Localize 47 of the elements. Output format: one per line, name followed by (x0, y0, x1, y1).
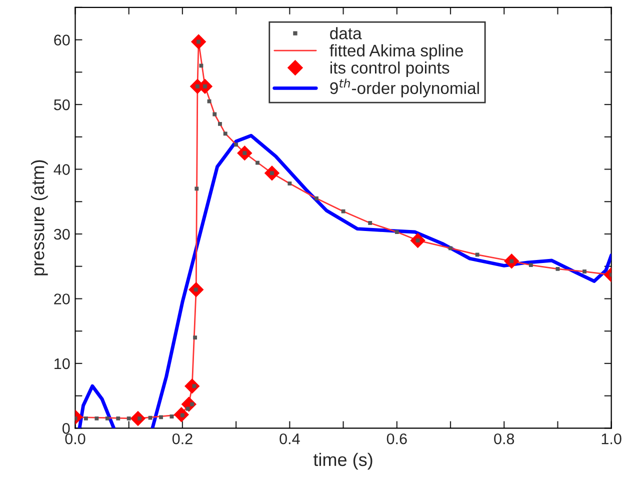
point (199, 64, 204, 68)
legend-label: fitted Akima spline (330, 44, 463, 60)
point (448, 246, 452, 250)
point (582, 270, 586, 274)
x-tick-label: 1.0 (602, 433, 622, 444)
x-tick-label: 0.8 (494, 433, 514, 444)
point (528, 263, 533, 268)
x-tick-label: 0.4 (280, 433, 300, 444)
point (256, 160, 260, 165)
y-axis-title: pressure (atm) (31, 160, 48, 276)
point (126, 416, 131, 420)
point (212, 112, 217, 116)
point (556, 266, 560, 271)
y-tick-label: 60 (54, 34, 70, 46)
point (194, 186, 199, 191)
y-tick-label: 50 (54, 99, 70, 110)
point (193, 336, 198, 340)
point (148, 416, 152, 420)
point (223, 132, 228, 136)
legend-label: 9$^{th}$-order polynomial (330, 78, 479, 98)
point (394, 230, 399, 234)
y-tick-label: 0 (62, 423, 70, 434)
point (368, 221, 372, 225)
legend-label: data (330, 27, 362, 40)
y-tick-label: 30 (54, 228, 70, 240)
point (186, 406, 190, 411)
x-tick-label: 0.2 (172, 433, 192, 444)
point (170, 414, 174, 418)
point (475, 252, 480, 257)
point (159, 415, 163, 420)
point (116, 416, 120, 420)
point (314, 196, 318, 200)
point (234, 142, 238, 147)
x-tick-label: 0.0 (65, 433, 86, 444)
point (341, 209, 346, 214)
point (84, 416, 88, 420)
legend-label: its control points (330, 61, 450, 78)
y-tick-label: 10 (54, 358, 70, 370)
point (218, 122, 222, 126)
point (288, 182, 292, 186)
point (94, 416, 99, 420)
y-tick-label: 40 (54, 164, 70, 175)
point (190, 402, 194, 406)
x-axis-title: time (s) (313, 452, 372, 470)
point (105, 416, 110, 420)
y-tick-label: 20 (54, 294, 70, 304)
x-tick-label: 0.6 (386, 433, 407, 444)
